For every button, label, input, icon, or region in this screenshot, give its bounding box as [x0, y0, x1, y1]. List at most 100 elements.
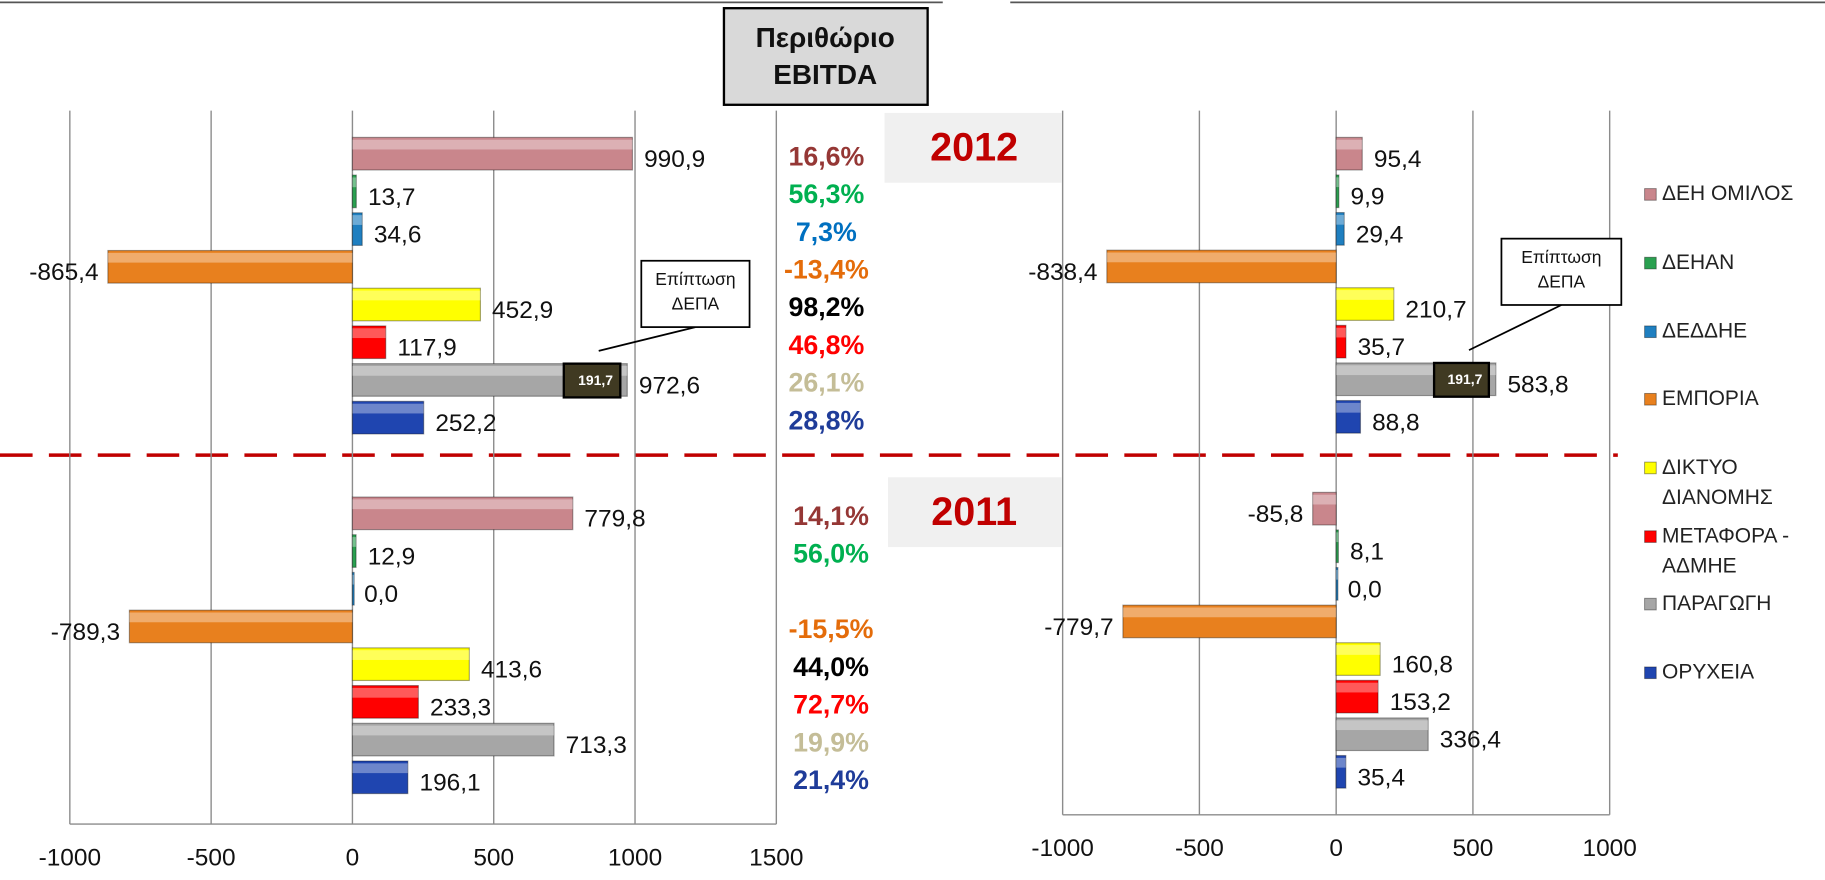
bar — [1335, 399, 1362, 434]
bar-highlight — [352, 687, 419, 698]
value-label: 95,4 — [1374, 146, 1422, 173]
bar-highlight — [1336, 365, 1496, 376]
value-label: 8,1 — [1350, 539, 1384, 566]
value-label: 34,6 — [374, 222, 422, 249]
legend-swatch — [1644, 392, 1657, 406]
bar-highlight — [352, 537, 357, 547]
value-label: -865,4 — [29, 259, 98, 286]
callout-text: Επίπτωση — [1521, 247, 1601, 267]
legend-swatch — [1644, 461, 1657, 475]
bar-highlight — [352, 139, 633, 150]
callout-box — [1500, 237, 1623, 306]
bar — [1312, 491, 1337, 526]
value-label: -838,4 — [1028, 259, 1097, 286]
margin-label: -15,5% — [789, 614, 874, 644]
bar-highlight — [129, 612, 353, 623]
bar — [351, 325, 387, 360]
legend-label: ΕΜΠΟΡΙΑ — [1662, 386, 1759, 410]
bar-highlight — [1312, 494, 1337, 505]
bar-highlight — [1336, 290, 1394, 300]
value-label: -85,8 — [1248, 501, 1304, 528]
bar-highlight — [352, 215, 363, 225]
group-box — [888, 477, 1062, 548]
margin-label: 72,7% — [793, 690, 869, 720]
margin-label: 16,6% — [788, 141, 864, 171]
bar-highlight — [352, 328, 386, 339]
legend-entry: ΟΡΥΧΕΙΑ — [1662, 660, 1754, 683]
x-tick-label: 1000 — [608, 844, 662, 871]
bar — [1106, 249, 1337, 284]
value-label: 713,3 — [566, 732, 627, 759]
bar-highlight — [1336, 757, 1346, 768]
margin-label: 56,3% — [788, 179, 864, 209]
group-label: 2012 — [930, 126, 1018, 170]
value-label: 35,7 — [1358, 334, 1406, 361]
bar — [1335, 136, 1363, 171]
legend-swatch — [1644, 530, 1657, 543]
value-label: 779,8 — [584, 506, 645, 533]
margin-label: 98,2% — [788, 292, 864, 322]
value-label: 0,0 — [364, 581, 398, 608]
bar-highlight — [1122, 607, 1337, 618]
callout-text: ΔΕΠΑ — [1538, 271, 1586, 291]
bar-highlight — [1336, 177, 1339, 188]
bar — [1335, 679, 1379, 714]
legend-label: ΔΕΔΔΗΕ — [1662, 318, 1748, 343]
callout-text: ΔΕΠΑ — [672, 294, 720, 314]
margin-label: 21,4% — [793, 765, 869, 795]
bar — [1335, 566, 1339, 601]
margin-label: 26,1% — [788, 368, 864, 398]
value-label: 160,8 — [1392, 651, 1453, 678]
margin-label: 46,8% — [788, 330, 864, 360]
bar — [351, 287, 481, 322]
value-label: 29,4 — [1356, 221, 1404, 248]
legend-entry: ΔΙΚΤΥΟ ΔΙΑΝΟΜΗΣ — [1662, 455, 1773, 509]
margin-label: 56,0% — [793, 539, 869, 569]
value-label: 452,9 — [492, 297, 553, 324]
annotation-box — [562, 362, 622, 399]
value-label: 35,4 — [1357, 764, 1405, 791]
legend-label: ΔΕΗΑΝ — [1662, 250, 1735, 274]
x-tick-label: 1500 — [749, 844, 803, 871]
value-label: 9,9 — [1351, 184, 1385, 211]
bar-highlight — [1336, 720, 1429, 731]
margin-title: Περιθώριο — [756, 22, 895, 53]
value-label: 117,9 — [397, 335, 456, 362]
legend-swatch — [1644, 325, 1657, 339]
legend-swatch — [1644, 666, 1657, 680]
legend-entry: ΔΕΗ ΟΜΙΛΟΣ — [1662, 182, 1793, 205]
bar-highlight — [1336, 402, 1361, 413]
value-label: 196,1 — [419, 770, 480, 797]
legend-swatch — [1644, 597, 1657, 611]
value-label: 990,9 — [644, 146, 705, 173]
x-tick-label: 0 — [346, 844, 360, 871]
x-tick-label: 0 — [1329, 835, 1343, 862]
bar — [1335, 529, 1339, 564]
bar-highlight — [1336, 569, 1338, 580]
bar — [1335, 754, 1347, 789]
group-box — [884, 112, 1062, 183]
callout-text: Επίπτωση — [655, 269, 735, 289]
bar — [351, 760, 409, 795]
value-label: 88,8 — [1372, 409, 1420, 436]
margin-label: 14,1% — [793, 501, 869, 531]
value-label: 233,3 — [430, 694, 491, 721]
bar-highlight — [352, 403, 424, 414]
x-tick-label: -500 — [1175, 835, 1224, 862]
bar-highlight — [1106, 252, 1337, 263]
bar-highlight — [107, 252, 353, 263]
bar — [128, 609, 354, 644]
margin-label: -13,4% — [784, 255, 869, 285]
legend-label: ΔΙΚΤΥΟ ΔΙΑΝΟΜΗΣ — [1662, 455, 1773, 509]
callout-line — [1468, 304, 1562, 351]
legend-swatch — [1644, 256, 1657, 270]
value-label: 413,6 — [481, 657, 542, 684]
margin-label: 7,3% — [796, 217, 857, 247]
bar — [351, 647, 470, 682]
bar — [351, 174, 357, 209]
margin-label: 19,9% — [793, 727, 869, 757]
bar-highlight — [352, 290, 481, 301]
bar — [1335, 324, 1347, 359]
legend-entry: ΕΜΠΟΡΙΑ — [1662, 386, 1759, 410]
